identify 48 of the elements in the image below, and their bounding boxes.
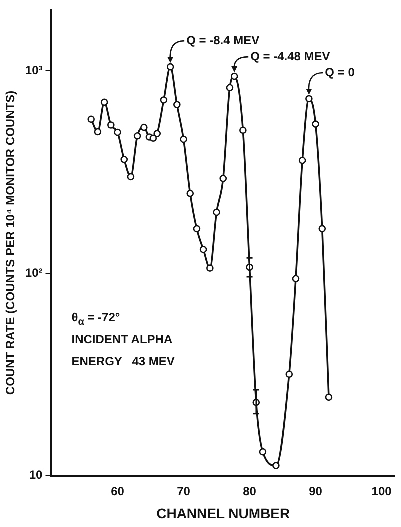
point [94, 128, 102, 136]
point [160, 96, 168, 104]
point [193, 225, 201, 233]
point [100, 98, 108, 106]
point [200, 246, 208, 254]
y-tick-label: 10 [29, 468, 44, 482]
x-tick-label: 70 [177, 484, 191, 498]
point [186, 190, 194, 198]
point [120, 156, 128, 164]
point [150, 134, 158, 142]
annotation: Q = 0 [325, 65, 356, 80]
point [108, 122, 115, 129]
point [88, 116, 95, 124]
point [292, 275, 300, 283]
point [298, 157, 306, 164]
point [272, 462, 280, 470]
point [240, 126, 247, 134]
point [174, 101, 181, 109]
point [318, 225, 326, 233]
point [134, 132, 142, 140]
point [180, 136, 188, 144]
point [220, 175, 228, 182]
point [140, 124, 148, 132]
point [230, 72, 238, 80]
point [166, 63, 174, 71]
y-tick-label: 10³ [25, 63, 43, 78]
x-tick-label: 90 [309, 484, 323, 498]
point [213, 208, 220, 216]
point [325, 394, 333, 402]
point [312, 120, 320, 128]
x-tick-label: 100 [372, 484, 392, 498]
annotation: ENERGY 43 MEV [72, 354, 175, 369]
point [259, 448, 267, 456]
point [127, 173, 135, 181]
x-tick-label: 80 [243, 484, 257, 498]
y-tick-label: 10² [25, 266, 43, 280]
point [286, 370, 294, 378]
point [306, 95, 313, 103]
point [154, 130, 162, 138]
y-axis-title: COUNT RATE (COUNTS PER 10⁴ MONITOR COUNTS) [4, 90, 18, 396]
annotation: INCIDENT ALPHA [72, 332, 173, 347]
annotation: Q = -8.4 MEV [186, 33, 260, 48]
x-tick-label: 60 [111, 484, 125, 498]
point [226, 84, 234, 92]
point [206, 264, 214, 272]
x-axis-title: CHANNEL NUMBER [156, 505, 290, 522]
annotation: Q = -4.48 MEV [250, 49, 330, 64]
point [114, 128, 122, 136]
